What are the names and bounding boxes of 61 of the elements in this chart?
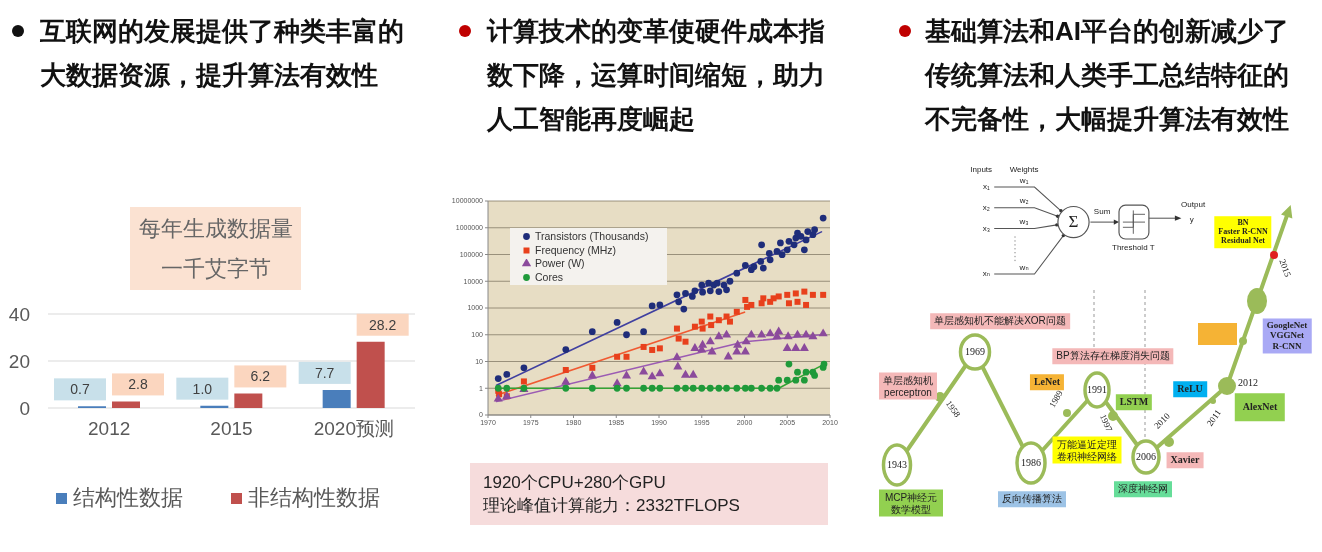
text: wₙ	[1019, 263, 1029, 273]
text: Xavier	[1170, 454, 1200, 466]
legend-label: Power (W)	[535, 257, 585, 271]
y-tick-label: 0	[19, 397, 30, 419]
text: 单层感知机不能解决XOR问题	[934, 315, 1066, 327]
text: 1986	[1021, 457, 1041, 469]
text: LSTM	[1119, 396, 1149, 408]
text: Output	[1181, 200, 1206, 210]
x-tick-label: 2012	[88, 418, 131, 440]
text: 1920个CPU+280个GPU	[483, 472, 667, 494]
legend-label: 结构性数据	[73, 484, 183, 512]
text: GoogleNet VGGNet R-CNN	[1266, 320, 1308, 352]
text: Weights	[1009, 165, 1039, 175]
text: 2015	[1277, 257, 1293, 279]
text: w₃	[1019, 217, 1029, 227]
legend-label: 非结构性数据	[248, 484, 380, 512]
data-label: 7.7	[314, 364, 335, 381]
legend-label: Cores	[535, 270, 564, 284]
text: 基础算法和AI平台的创新减少了传统算法和人类手工总结特征的不完备性，大幅提升算法有效性	[925, 15, 1290, 136]
text: 1997	[1097, 412, 1115, 434]
y-tick-label: 20	[8, 350, 30, 372]
text: 1943	[887, 459, 907, 471]
y-tick-label: 40	[8, 303, 30, 325]
text: 万能逼近定理卷积神经网络	[1056, 438, 1118, 462]
data-label: 2.8	[128, 376, 148, 393]
chart-subtitle: 每年生成数据量一千艾字节	[138, 215, 294, 283]
text: Σ	[1068, 212, 1079, 232]
text: Threshold T	[1112, 243, 1155, 253]
text: 1969	[965, 346, 985, 358]
text: Inputs	[970, 165, 993, 175]
text: x₁	[983, 182, 990, 192]
text: y	[1189, 214, 1194, 225]
text: 2006	[1136, 451, 1156, 463]
chart-title: 互联网的发展提供了种类丰富的大数据资源，提升算法有效性	[40, 15, 405, 92]
text: 1991	[1087, 384, 1107, 396]
legend-label: Frequency (MHz)	[535, 243, 617, 257]
text: 反向传播算法	[1002, 493, 1062, 505]
x-tick-label: 2015	[210, 418, 253, 440]
text: LeNet	[1033, 376, 1061, 388]
text: x₃	[982, 224, 991, 234]
text: 2012	[1238, 377, 1258, 389]
text: xₙ	[982, 269, 990, 279]
text: AlexNet	[1242, 401, 1278, 413]
legend-label: Transistors (Thousands)	[535, 230, 649, 244]
data-label: 0.7	[70, 381, 90, 398]
text: Sum	[1093, 207, 1111, 217]
data-label: 28.2	[369, 316, 397, 333]
text: ReLU	[1177, 383, 1203, 395]
data-label: 1.0	[192, 380, 213, 397]
x-tick-label: 2020预测	[313, 418, 394, 440]
text: BN Faster R-CNN Residual Net	[1218, 218, 1268, 246]
text: 单层感知机 perceptron	[883, 374, 933, 398]
text: w₁	[1019, 175, 1029, 186]
text: 深度神经网	[1118, 483, 1168, 495]
text: BP算法存在梯度消失问题	[1056, 350, 1170, 362]
text: w₂	[1019, 196, 1029, 206]
chart-title: 计算技术的变革使硬件成本指数下降，运算时间缩短，助力人工智能再度崛起	[487, 15, 826, 136]
text: x₂	[982, 203, 990, 213]
text: MCP神经元数学模型	[883, 491, 939, 515]
text: 理论峰值计算能力：2332TFLOPS	[483, 495, 741, 517]
data-label: 6.2	[250, 368, 271, 385]
